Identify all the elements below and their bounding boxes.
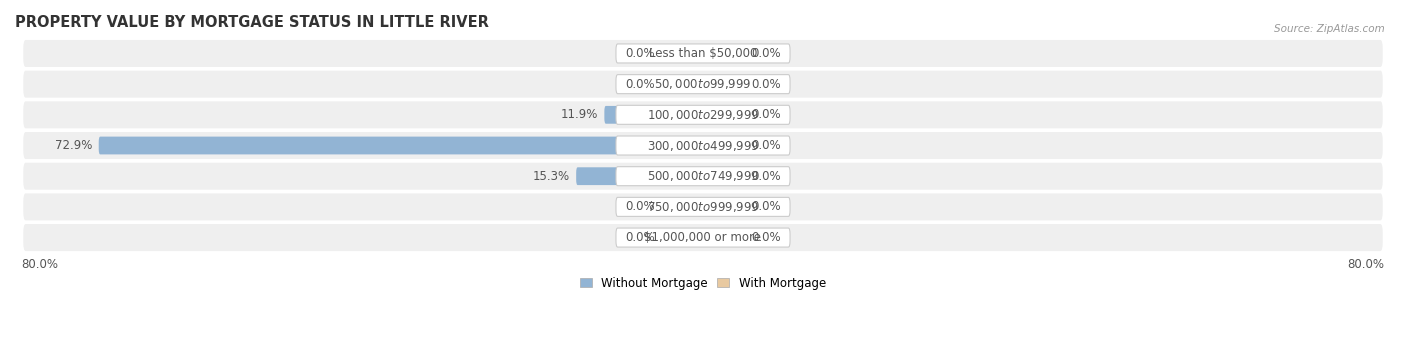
FancyBboxPatch shape xyxy=(24,224,1382,251)
FancyBboxPatch shape xyxy=(24,101,1382,128)
Text: $1,000,000 or more: $1,000,000 or more xyxy=(644,231,762,244)
Text: Source: ZipAtlas.com: Source: ZipAtlas.com xyxy=(1274,24,1385,34)
FancyBboxPatch shape xyxy=(703,106,744,124)
Text: 0.0%: 0.0% xyxy=(751,170,780,183)
FancyBboxPatch shape xyxy=(703,167,744,185)
Text: 0.0%: 0.0% xyxy=(751,108,780,121)
FancyBboxPatch shape xyxy=(616,167,790,186)
FancyBboxPatch shape xyxy=(616,105,790,124)
Text: 0.0%: 0.0% xyxy=(751,139,780,152)
Text: $300,000 to $499,999: $300,000 to $499,999 xyxy=(647,138,759,153)
FancyBboxPatch shape xyxy=(662,45,703,62)
FancyBboxPatch shape xyxy=(662,198,703,216)
Text: 0.0%: 0.0% xyxy=(626,78,655,91)
FancyBboxPatch shape xyxy=(616,136,790,155)
FancyBboxPatch shape xyxy=(24,71,1382,98)
FancyBboxPatch shape xyxy=(662,229,703,246)
FancyBboxPatch shape xyxy=(24,132,1382,159)
Text: Less than $50,000: Less than $50,000 xyxy=(648,47,758,60)
FancyBboxPatch shape xyxy=(616,197,790,216)
Text: PROPERTY VALUE BY MORTGAGE STATUS IN LITTLE RIVER: PROPERTY VALUE BY MORTGAGE STATUS IN LIT… xyxy=(15,15,489,30)
FancyBboxPatch shape xyxy=(24,193,1382,220)
Text: 0.0%: 0.0% xyxy=(751,47,780,60)
Text: 0.0%: 0.0% xyxy=(626,231,655,244)
FancyBboxPatch shape xyxy=(24,40,1382,67)
Text: 72.9%: 72.9% xyxy=(55,139,91,152)
FancyBboxPatch shape xyxy=(703,137,744,154)
Text: 11.9%: 11.9% xyxy=(561,108,598,121)
FancyBboxPatch shape xyxy=(605,106,703,124)
FancyBboxPatch shape xyxy=(662,75,703,93)
Text: 0.0%: 0.0% xyxy=(751,200,780,214)
Text: $500,000 to $749,999: $500,000 to $749,999 xyxy=(647,169,759,183)
Text: 0.0%: 0.0% xyxy=(626,47,655,60)
FancyBboxPatch shape xyxy=(616,228,790,247)
Text: $100,000 to $299,999: $100,000 to $299,999 xyxy=(647,108,759,122)
FancyBboxPatch shape xyxy=(703,229,744,246)
FancyBboxPatch shape xyxy=(703,45,744,62)
FancyBboxPatch shape xyxy=(616,74,790,94)
Text: $750,000 to $999,999: $750,000 to $999,999 xyxy=(647,200,759,214)
Legend: Without Mortgage, With Mortgage: Without Mortgage, With Mortgage xyxy=(575,272,831,294)
FancyBboxPatch shape xyxy=(616,44,790,63)
Text: $50,000 to $99,999: $50,000 to $99,999 xyxy=(654,77,752,91)
FancyBboxPatch shape xyxy=(703,198,744,216)
Text: 15.3%: 15.3% xyxy=(533,170,569,183)
Text: 0.0%: 0.0% xyxy=(751,78,780,91)
FancyBboxPatch shape xyxy=(703,75,744,93)
FancyBboxPatch shape xyxy=(576,167,703,185)
Text: 0.0%: 0.0% xyxy=(751,231,780,244)
FancyBboxPatch shape xyxy=(24,163,1382,190)
Text: 0.0%: 0.0% xyxy=(626,200,655,214)
FancyBboxPatch shape xyxy=(98,137,703,154)
